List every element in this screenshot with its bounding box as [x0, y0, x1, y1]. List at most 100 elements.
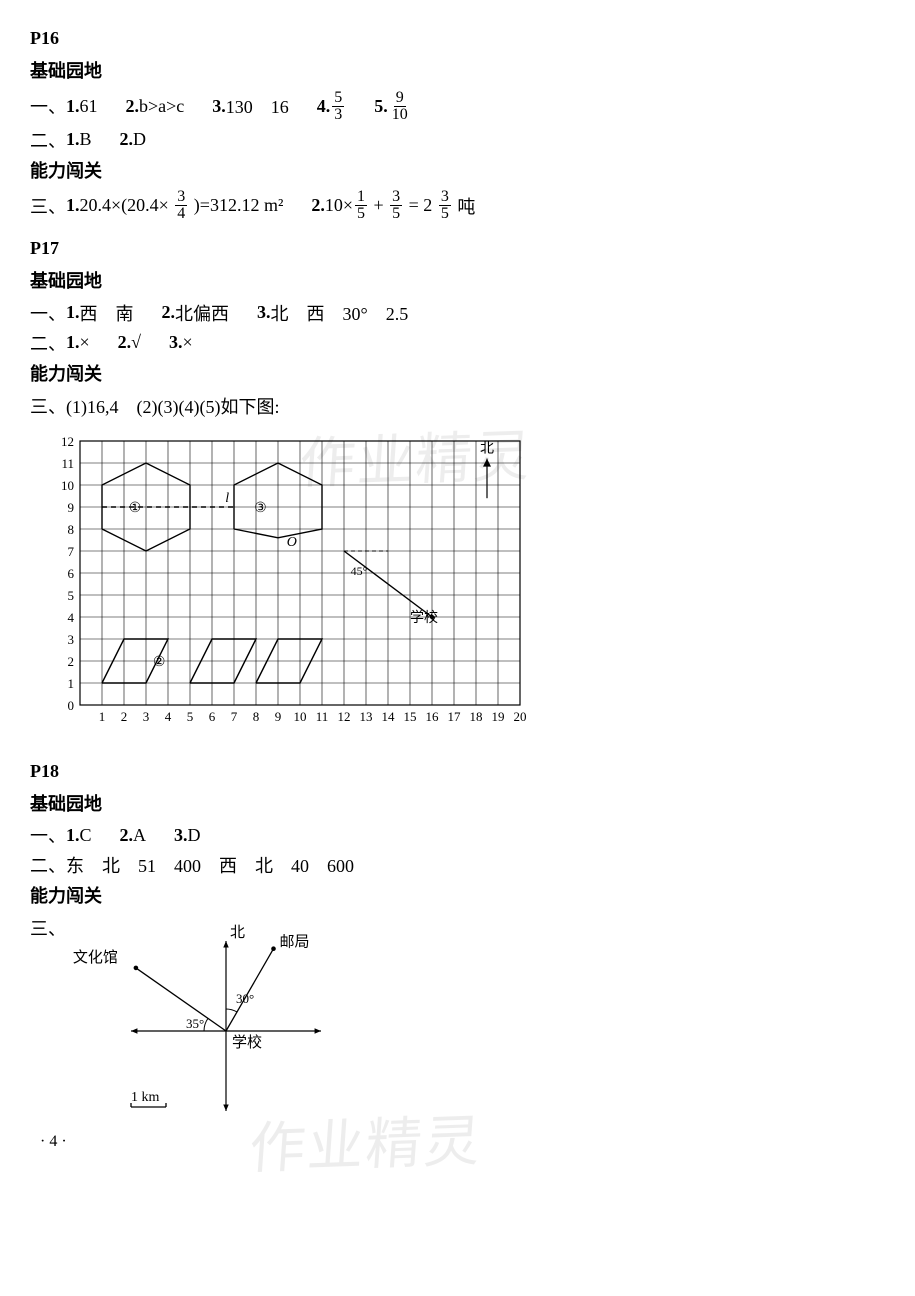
grid-svg: 0123456789101112123456789101112131415161…: [50, 425, 590, 745]
svg-text:l: l: [225, 491, 229, 506]
svg-text:5: 5: [68, 588, 75, 603]
p18-header: P18: [30, 757, 885, 786]
ans: C: [80, 825, 92, 846]
frac-num: 1: [355, 189, 367, 206]
svg-text:10: 10: [294, 709, 307, 724]
fraction: 5 3: [332, 90, 344, 123]
ans: D: [188, 825, 201, 846]
svg-text:北: 北: [230, 924, 245, 941]
svg-text:①: ①: [129, 501, 142, 516]
num: 1.: [66, 129, 80, 150]
num: 1.: [66, 332, 80, 353]
p17-line2: 二、 1. × 2. √ 3. ×: [30, 330, 885, 356]
expr: 20.4×(20.4×: [80, 195, 174, 216]
p17-sub2: 能力闯关: [30, 360, 885, 389]
p16-line3: 三、 1. 20.4×(20.4× 3 4 )=312.12 m² 2. 10×…: [30, 189, 885, 222]
fraction: 9 10: [390, 90, 410, 123]
svg-text:1 km: 1 km: [131, 1090, 160, 1105]
svg-text:4: 4: [165, 709, 172, 724]
svg-text:7: 7: [68, 544, 75, 559]
prefix: 三、: [30, 915, 66, 941]
svg-text:②: ②: [153, 655, 166, 670]
svg-text:17: 17: [448, 709, 462, 724]
frac-num: 5: [332, 90, 344, 107]
num: 1.: [66, 195, 80, 216]
svg-text:文化馆: 文化馆: [73, 949, 118, 966]
expr: 吨: [453, 193, 476, 219]
svg-text:14: 14: [382, 709, 396, 724]
svg-text:学校: 学校: [232, 1034, 262, 1051]
frac-den: 4: [175, 206, 187, 222]
num: 2.: [126, 96, 140, 117]
ans: D: [133, 129, 146, 150]
p17-line1: 一、 1. 西 南 2. 北偏西 3. 北 西 30° 2.5: [30, 300, 885, 326]
svg-text:6: 6: [68, 566, 75, 581]
num: 5.: [374, 96, 388, 117]
svg-text:13: 13: [360, 709, 373, 724]
svg-text:学校: 学校: [410, 609, 438, 626]
svg-text:7: 7: [231, 709, 238, 724]
svg-text:北: 北: [480, 440, 494, 456]
ans: 西 南: [80, 300, 134, 326]
prefix: 二、: [30, 852, 66, 878]
svg-text:30°: 30°: [236, 991, 254, 1006]
frac-num: 3: [175, 189, 187, 206]
direction-diagram: 北邮局文化馆学校 30° 35° 1 km: [66, 921, 366, 1131]
svg-text:18: 18: [470, 709, 483, 724]
fraction: 3 5: [390, 189, 402, 222]
frac-num: 9: [394, 90, 406, 107]
svg-text:1: 1: [99, 709, 106, 724]
p17-sub1: 基础园地: [30, 267, 885, 296]
svg-text:5: 5: [187, 709, 194, 724]
svg-text:3: 3: [143, 709, 150, 724]
ans: √: [131, 332, 141, 353]
ans: b>a>c: [139, 96, 184, 117]
num: 3.: [257, 302, 271, 323]
svg-text:45°: 45°: [351, 564, 368, 578]
num: 3.: [212, 96, 226, 117]
num: 1.: [66, 825, 80, 846]
page-footer: · 4 ·: [40, 1133, 67, 1151]
svg-text:1: 1: [68, 676, 75, 691]
expr: +: [369, 195, 388, 216]
prefix: 二、: [30, 127, 66, 153]
fraction: 1 5: [355, 189, 367, 222]
num: 4.: [317, 96, 331, 117]
prefix: 一、: [30, 93, 66, 119]
num: 1.: [66, 96, 80, 117]
svg-text:35°: 35°: [186, 1016, 204, 1031]
expr: )=312.12 m²: [189, 195, 283, 216]
p18-line3: 三、 北邮局文化馆学校 30° 35° 1 km: [30, 915, 885, 1137]
ans: A: [133, 825, 146, 846]
ans: 东 北 51 400 西 北 40 600: [66, 852, 354, 878]
frac-den: 10: [390, 107, 410, 123]
ans: ×: [80, 332, 90, 353]
ans: 130 16: [226, 93, 289, 119]
svg-text:6: 6: [209, 709, 216, 724]
p16-line1: 一、 1. 61 2. b>a>c 3. 130 16 4. 5 3 5. 9 …: [30, 90, 885, 123]
svg-text:9: 9: [275, 709, 282, 724]
p18-line2: 二、 东 北 51 400 西 北 40 600: [30, 852, 885, 878]
expr: = 2: [404, 195, 437, 216]
prefix: 三、: [30, 393, 66, 419]
fraction: 3 4: [175, 189, 187, 222]
num: 1.: [66, 302, 80, 323]
ans: 北 西 30° 2.5: [271, 300, 409, 326]
svg-text:2: 2: [68, 654, 75, 669]
ans: B: [80, 129, 92, 150]
ans: 北偏西: [175, 300, 229, 326]
svg-text:11: 11: [61, 456, 74, 471]
svg-text:邮局: 邮局: [280, 934, 310, 951]
p16-sub1: 基础园地: [30, 57, 885, 86]
svg-text:0: 0: [68, 698, 75, 713]
diagram-svg: 北邮局文化馆学校 30° 35° 1 km: [66, 921, 366, 1131]
num: 2.: [120, 129, 134, 150]
ans: ×: [183, 332, 193, 353]
svg-text:8: 8: [68, 522, 75, 537]
frac-den: 3: [332, 107, 344, 123]
grid-chart: 0123456789101112123456789101112131415161…: [50, 425, 885, 745]
svg-text:4: 4: [68, 610, 75, 625]
p17-header: P17: [30, 234, 885, 263]
prefix: 一、: [30, 822, 66, 848]
svg-text:16: 16: [426, 709, 440, 724]
